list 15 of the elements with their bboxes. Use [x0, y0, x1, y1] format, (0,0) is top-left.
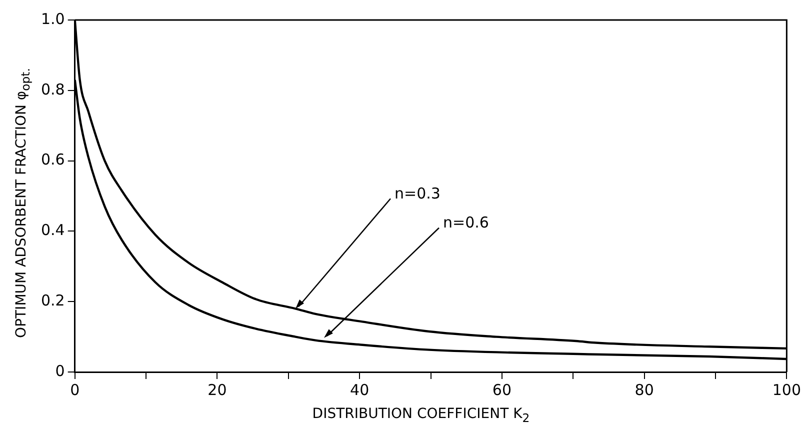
y-tick-label: 0.2 [40, 291, 65, 310]
y-tick-label: 0.6 [40, 150, 65, 169]
x-tick-label: 40 [350, 380, 370, 399]
y-tick-label: 0 [55, 362, 65, 380]
x-axis-title: DISTRIBUTION COEFFICIENT K$_{2}$ [311, 406, 531, 425]
annotation: n=0.6 [442, 214, 489, 232]
x-tick-label: 60 [492, 380, 512, 399]
y-tick-label: 0.8 [40, 80, 65, 98]
x-tick-label: 0 [70, 380, 80, 399]
annotation: n=0.3 [394, 184, 440, 203]
x-tick-label: 20 [208, 380, 227, 399]
y-tick-label: 0.4 [40, 221, 65, 240]
x-tick-label: 100 [772, 380, 802, 399]
y-tick-label: 1.0 [40, 10, 65, 28]
x-tick-label: 80 [634, 380, 654, 399]
